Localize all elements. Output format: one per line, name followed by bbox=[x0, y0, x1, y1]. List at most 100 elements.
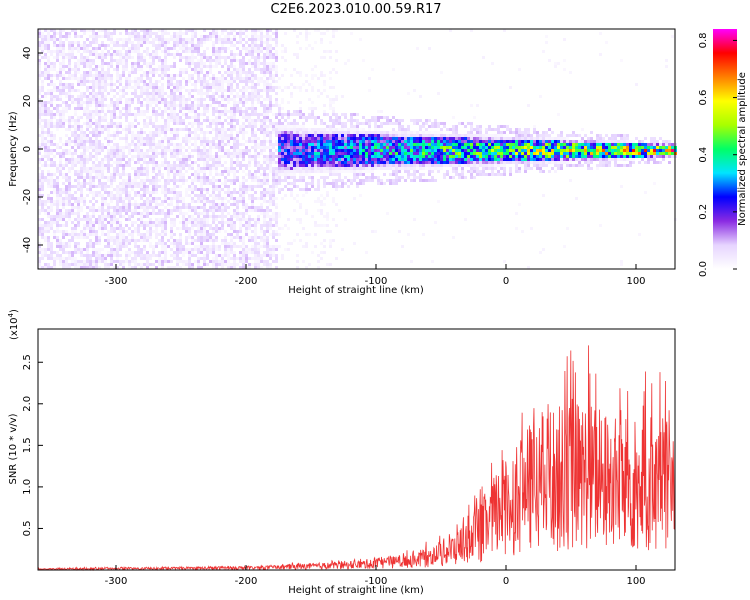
heatmap-cell bbox=[125, 182, 128, 185]
heatmap-cell bbox=[227, 248, 230, 251]
heatmap-cell bbox=[182, 164, 185, 167]
heatmap-cell bbox=[62, 155, 65, 158]
heatmap-cell bbox=[134, 35, 137, 38]
heatmap-cell bbox=[221, 56, 224, 59]
heatmap-cell bbox=[92, 74, 95, 77]
heatmap-cell bbox=[95, 119, 98, 122]
heatmap-cell bbox=[56, 119, 59, 122]
heatmap-cell bbox=[230, 80, 233, 83]
heatmap-cell bbox=[137, 173, 140, 176]
heatmap-cell bbox=[188, 146, 191, 149]
heatmap-cell bbox=[230, 125, 233, 128]
heatmap-cell bbox=[266, 29, 269, 32]
heatmap-cell bbox=[92, 53, 95, 56]
heatmap-cell bbox=[95, 242, 98, 245]
heatmap-cell bbox=[248, 188, 251, 191]
heatmap-cell bbox=[251, 113, 254, 116]
heatmap-cell bbox=[263, 230, 266, 233]
heatmap-cell bbox=[53, 188, 56, 191]
heatmap-cell bbox=[167, 182, 170, 185]
heatmap-cell bbox=[206, 83, 209, 86]
heatmap-cell bbox=[296, 146, 299, 149]
heatmap-cell bbox=[254, 98, 257, 101]
heatmap-cell bbox=[104, 119, 107, 122]
heatmap-cell bbox=[68, 251, 71, 254]
heatmap-cell bbox=[101, 164, 104, 167]
heatmap-cell bbox=[206, 158, 209, 161]
heatmap-cell bbox=[50, 203, 53, 206]
heatmap-cell bbox=[212, 95, 215, 98]
heatmap-cell bbox=[188, 50, 191, 53]
heatmap-cell bbox=[182, 161, 185, 164]
heatmap-cell bbox=[89, 221, 92, 224]
heatmap-cell bbox=[62, 167, 65, 170]
heatmap-cell bbox=[95, 125, 98, 128]
heatmap-cell bbox=[251, 263, 254, 266]
heatmap-cell bbox=[140, 185, 143, 188]
heatmap-cell bbox=[95, 257, 98, 260]
heatmap-cell bbox=[221, 89, 224, 92]
heatmap-cell bbox=[92, 50, 95, 53]
heatmap-cell bbox=[164, 128, 167, 131]
heatmap-cell bbox=[299, 86, 302, 89]
heatmap-cell bbox=[197, 152, 200, 155]
heatmap-cell bbox=[104, 257, 107, 260]
heatmap-cell bbox=[203, 38, 206, 41]
heatmap-cell bbox=[254, 119, 257, 122]
heatmap-cell bbox=[83, 260, 86, 263]
heatmap-cell bbox=[224, 176, 227, 179]
heatmap-cell bbox=[101, 167, 104, 170]
heatmap-cell bbox=[164, 152, 167, 155]
heatmap-cell bbox=[56, 107, 59, 110]
heatmap-cell bbox=[101, 59, 104, 62]
heatmap-cell bbox=[182, 137, 185, 140]
heatmap-cell bbox=[107, 191, 110, 194]
heatmap-cell bbox=[62, 245, 65, 248]
heatmap-cell bbox=[158, 209, 161, 212]
heatmap-cell bbox=[257, 68, 260, 71]
heatmap-cell bbox=[197, 164, 200, 167]
heatmap-cell bbox=[251, 110, 254, 113]
heatmap-cell bbox=[119, 206, 122, 209]
heatmap-cell bbox=[71, 134, 74, 137]
heatmap-cell bbox=[260, 47, 263, 50]
heatmap-cell bbox=[323, 143, 326, 146]
heatmap-cell bbox=[314, 224, 317, 227]
heatmap-cell bbox=[257, 83, 260, 86]
heatmap-cell bbox=[56, 122, 59, 125]
heatmap-cell bbox=[128, 98, 131, 101]
heatmap-cell bbox=[44, 179, 47, 182]
heatmap-cell bbox=[125, 179, 128, 182]
heatmap-cell bbox=[146, 149, 149, 152]
heatmap-cell bbox=[188, 206, 191, 209]
heatmap-cell bbox=[236, 101, 239, 104]
heatmap-cell bbox=[47, 62, 50, 65]
heatmap-cell bbox=[212, 191, 215, 194]
heatmap-cell bbox=[104, 104, 107, 107]
heatmap-cell bbox=[98, 209, 101, 212]
heatmap-cell bbox=[53, 68, 56, 71]
heatmap-cell bbox=[161, 152, 164, 155]
heatmap-cell bbox=[194, 212, 197, 215]
heatmap-cell bbox=[146, 101, 149, 104]
heatmap-cell bbox=[95, 134, 98, 137]
heatmap-cell bbox=[83, 179, 86, 182]
heatmap-cell bbox=[38, 245, 41, 248]
heatmap-cell bbox=[125, 104, 128, 107]
heatmap-cell bbox=[128, 158, 131, 161]
heatmap-cell bbox=[245, 35, 248, 38]
heatmap-cell bbox=[140, 131, 143, 134]
heatmap-cell bbox=[212, 242, 215, 245]
heatmap-cell bbox=[47, 110, 50, 113]
heatmap-cell bbox=[179, 32, 182, 35]
heatmap-cell bbox=[176, 191, 179, 194]
heatmap-cell bbox=[275, 218, 278, 221]
heatmap-cell bbox=[62, 263, 65, 266]
heatmap-cell bbox=[206, 200, 209, 203]
heatmap-cell bbox=[164, 182, 167, 185]
heatmap-cell bbox=[260, 140, 263, 143]
heatmap-cell bbox=[296, 137, 299, 140]
heatmap-cell bbox=[98, 110, 101, 113]
heatmap-cell bbox=[113, 134, 116, 137]
heatmap-cell bbox=[212, 233, 215, 236]
